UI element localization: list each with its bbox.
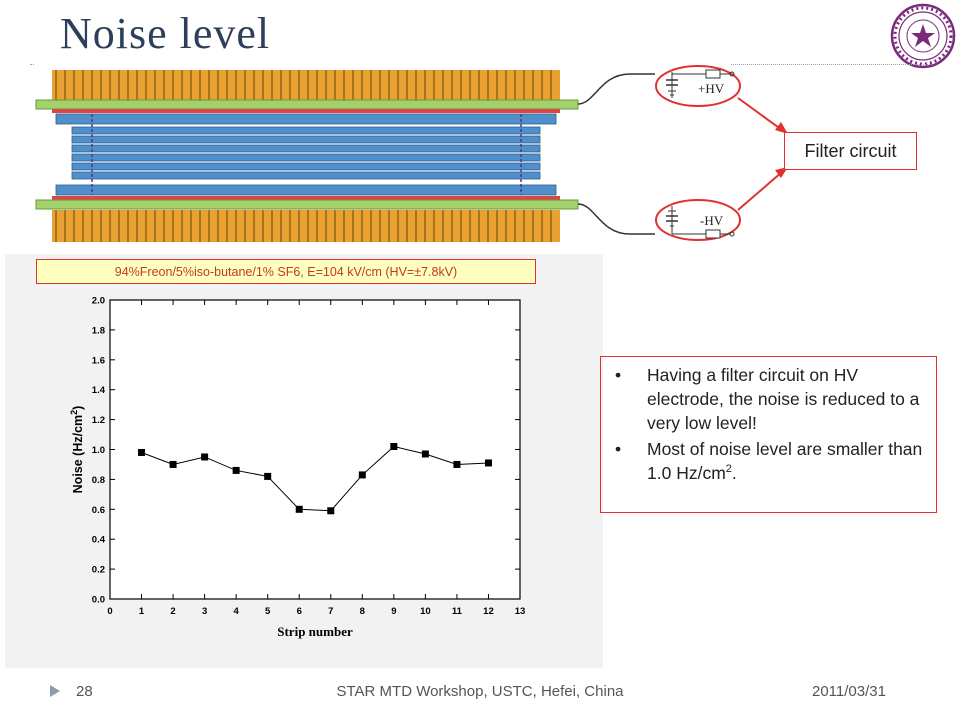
page-number: 28 xyxy=(76,683,93,700)
y-tick-label: 0.0 xyxy=(92,595,105,606)
mrpc-detector-diagram: +HV -HV xyxy=(34,64,788,246)
bullet-item: • Having a filter circuit on HV electrod… xyxy=(609,363,928,435)
noise-plot-panel: 0 1 2 3 4 5 6 7 8 9 10 11 12 13 0.0 0.2 0.4 0.6 0.8 1.0 1.2 1… xyxy=(5,254,603,668)
data-point xyxy=(138,448,146,456)
hv-plus-filter: +HV xyxy=(655,65,741,107)
noise-chart: 0 1 2 3 4 5 6 7 8 9 10 11 12 130.00.20.40.60.81.01.21… xyxy=(69,296,526,640)
bullet-text: Most of noise level are smaller than 1.0… xyxy=(647,439,923,483)
glass-stack xyxy=(71,126,541,180)
top-electrode xyxy=(52,70,560,100)
data-point xyxy=(358,471,366,479)
data-point xyxy=(201,453,209,461)
data-point xyxy=(390,443,398,451)
hv-plus-label: +HV xyxy=(698,81,725,96)
x-axis-label: Strip number xyxy=(277,624,353,639)
bottom-pcb xyxy=(35,199,579,210)
footer-venue: STAR MTD Workshop, USTC, Hefei, China xyxy=(336,683,624,700)
x-tick-label: 8 xyxy=(360,606,365,617)
x-tick-label: 3 xyxy=(202,606,207,617)
x-tick-label: 0 xyxy=(107,606,112,617)
top-pcb xyxy=(35,99,579,110)
data-point xyxy=(327,507,335,515)
bottom-electrode xyxy=(52,210,560,242)
y-tick-label: 0.2 xyxy=(92,565,105,576)
hv-minus-label: -HV xyxy=(700,213,724,228)
x-tick-label: 11 xyxy=(452,606,463,617)
plot-area xyxy=(109,299,521,600)
footer-date: 2011/03/31 xyxy=(812,683,886,700)
data-point xyxy=(453,460,461,468)
noise-series-line xyxy=(141,445,489,512)
y-tick-label: 1.0 xyxy=(92,445,105,456)
x-tick-label: 2 xyxy=(170,606,175,617)
bullet-dot-icon: • xyxy=(615,439,622,459)
x-tick-label: 5 xyxy=(265,606,271,617)
outer-glass-bottom xyxy=(55,184,557,196)
data-point xyxy=(484,459,492,467)
y-tick-label: 1.8 xyxy=(92,325,105,336)
y-tick-label: 1.6 xyxy=(92,355,105,366)
x-tick-label: 12 xyxy=(483,606,494,617)
y-tick-label: 2.0 xyxy=(92,296,105,307)
y-tick-label: 0.8 xyxy=(92,475,105,486)
x-tick-label: 13 xyxy=(515,606,526,617)
hv-minus-filter: -HV xyxy=(655,199,741,241)
y-tick-label: 1.4 xyxy=(92,385,106,396)
bottom-hv-layer xyxy=(52,196,560,200)
footer-arrow-icon xyxy=(50,685,60,697)
bullet-item: • Most of noise level are smaller than 1… xyxy=(609,437,928,485)
university-seal-icon xyxy=(890,3,956,69)
x-tick-label: 10 xyxy=(420,606,431,617)
data-point xyxy=(169,460,177,468)
data-point xyxy=(232,466,240,474)
x-tick-label: 4 xyxy=(234,606,240,617)
bullet-dot-icon: • xyxy=(615,365,622,385)
y-tick-label: 0.6 xyxy=(92,505,105,516)
top-hv-layer xyxy=(52,109,560,113)
summary-bullets: • Having a filter circuit on HV electrod… xyxy=(600,356,937,513)
data-point xyxy=(264,472,272,480)
data-point xyxy=(295,505,303,513)
x-tick-label: 7 xyxy=(328,606,333,617)
bullet-text: Having a filter circuit on HV electrode,… xyxy=(647,365,920,433)
y-tick-label: 0.4 xyxy=(92,535,106,546)
x-tick-label: 1 xyxy=(139,606,145,617)
x-tick-label: 9 xyxy=(391,606,396,617)
filter-circuit-callout: Filter circuit xyxy=(784,132,917,170)
y-tick-label: 1.2 xyxy=(92,415,105,426)
outer-glass-top xyxy=(55,113,557,125)
x-tick-label: 6 xyxy=(297,606,302,617)
slide-title: Noise level xyxy=(60,9,271,58)
data-point xyxy=(421,450,429,458)
y-axis-label: Noise (Hz/cm2) xyxy=(69,406,85,494)
gas-mixture-label: 94%Freon/5%iso-butane/1% SF6, E=104 kV/c… xyxy=(36,259,536,284)
